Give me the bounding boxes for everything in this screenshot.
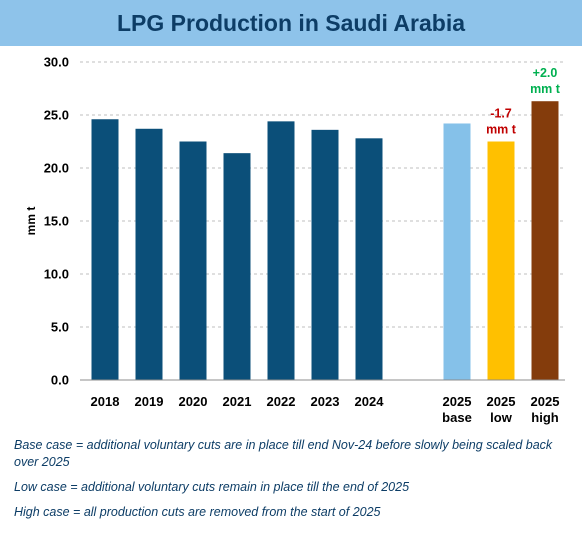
y-tick-label: 30.0: [44, 55, 69, 70]
bar: [311, 129, 339, 380]
y-tick-label: 10.0: [44, 267, 69, 282]
note-low-case: Low case = additional voluntary cuts rem…: [14, 480, 410, 494]
note-high-case: High case = all production cuts are remo…: [14, 505, 381, 519]
bar: [91, 119, 119, 381]
x-tick-label: 2024: [355, 394, 385, 409]
bar: [267, 121, 295, 381]
x-tick-label: low: [490, 410, 513, 425]
bar: [135, 128, 163, 380]
x-tick-label: base: [442, 410, 472, 425]
bar: [531, 101, 559, 380]
bar: [443, 123, 471, 380]
bar-annotation: +2.0: [533, 66, 558, 80]
notes: Base case = additional voluntary cuts ar…: [14, 437, 570, 529]
bar-annotation: mm t: [486, 123, 517, 137]
y-tick-label: 15.0: [44, 214, 69, 229]
bar: [487, 141, 515, 380]
y-tick-label: 25.0: [44, 108, 69, 123]
x-tick-label: 2020: [179, 394, 208, 409]
y-tick-label: 5.0: [51, 320, 69, 335]
y-tick-label: 20.0: [44, 161, 69, 176]
x-tick-label: 2025: [443, 394, 472, 409]
note-base-case: Base case = additional voluntary cuts ar…: [14, 438, 553, 469]
x-tick-label: 2019: [135, 394, 164, 409]
bar-annotation: -1.7: [490, 107, 512, 121]
bar: [179, 141, 207, 380]
y-axis-label: mm t: [24, 207, 38, 236]
chart-title: LPG Production in Saudi Arabia: [116, 9, 465, 36]
x-tick-label: 2018: [91, 394, 120, 409]
title-bar: LPG Production in Saudi Arabia: [0, 0, 582, 46]
x-tick-label: 2025: [487, 394, 516, 409]
bar: [223, 153, 251, 380]
bar: [355, 138, 383, 380]
x-tick-label: high: [531, 410, 558, 425]
bar-annotation: mm t: [530, 82, 561, 96]
x-tick-label: 2023: [311, 394, 340, 409]
x-tick-label: 2021: [223, 394, 252, 409]
x-tick-label: 2022: [267, 394, 296, 409]
y-tick-label: 0.0: [51, 373, 69, 388]
bar-chart: 0.0 5.0 10.0 15.0 20.0 25.0 30.0 mm t 2018 2019 20…: [24, 55, 565, 425]
x-tick-label: 2025: [531, 394, 560, 409]
